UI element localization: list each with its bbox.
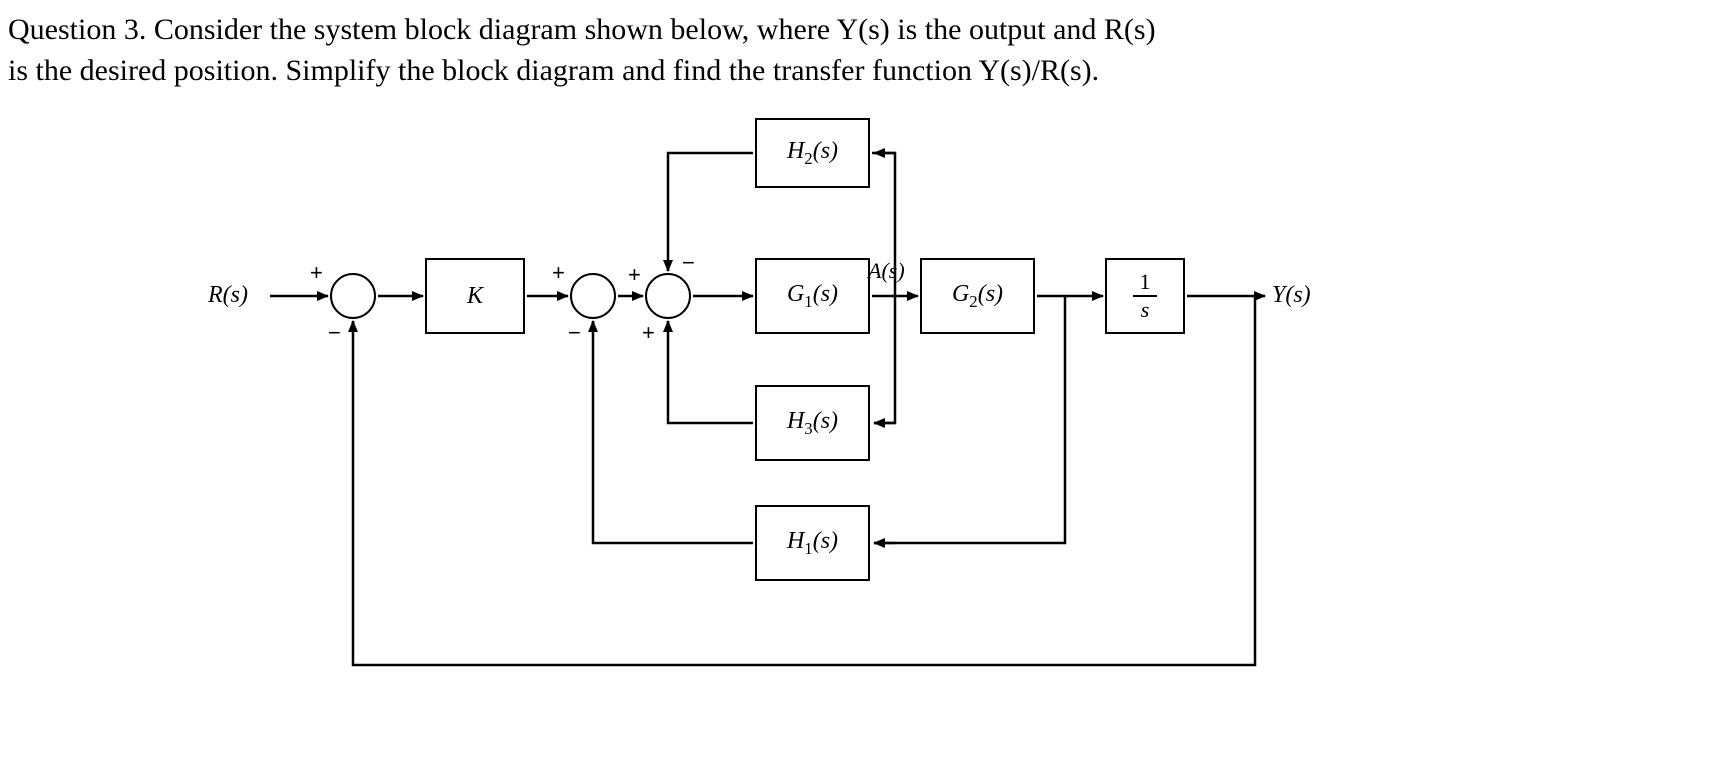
block-h2-label: H2(s) xyxy=(787,138,838,169)
block-k-label: K xyxy=(467,283,483,310)
block-g1: G1(s) xyxy=(755,258,870,334)
block-h2: H2(s) xyxy=(755,118,870,188)
summing-junction-s3 xyxy=(645,273,691,319)
block-k: K xyxy=(425,258,525,334)
summing-junction-s2 xyxy=(570,273,616,319)
block-h1-label: H1(s) xyxy=(787,528,838,559)
sign-s2-minus: − xyxy=(568,320,581,346)
integrator-den: s xyxy=(1137,297,1154,323)
question-text: Question 3. Consider the system block di… xyxy=(8,10,1708,91)
sign-s1-minus: − xyxy=(328,320,341,346)
sign-s3-minus-top: − xyxy=(682,250,695,276)
integrator-num: 1 xyxy=(1136,269,1155,295)
sign-s1-plus: + xyxy=(310,260,323,286)
sign-s3-plus-bottom: + xyxy=(642,320,655,346)
block-g2-label: G2(s) xyxy=(952,281,1003,312)
block-g1-label: G1(s) xyxy=(787,281,838,312)
block-h1: H1(s) xyxy=(755,505,870,581)
block-h3: H3(s) xyxy=(755,385,870,461)
question-line1: Consider the system block diagram shown … xyxy=(154,13,1156,46)
wires-svg xyxy=(200,110,1300,730)
input-label-r: R(s) xyxy=(208,282,248,309)
sign-s2-plus: + xyxy=(552,260,565,286)
sign-s3-plus-left: + xyxy=(628,262,641,288)
summing-junction-s1 xyxy=(330,273,376,319)
block-h3-label: H3(s) xyxy=(787,408,838,439)
question-prefix: Question 3. xyxy=(8,13,154,46)
question-line2: is the desired position. Simplify the bl… xyxy=(8,54,1099,87)
signal-label-a: A(s) xyxy=(868,258,905,284)
output-label-y: Y(s) xyxy=(1272,282,1311,309)
integrator-fraction: 1 s xyxy=(1133,269,1157,323)
block-diagram: + − + − + − + K H2(s) G1(s) G2(s) 1 s H3… xyxy=(200,110,1300,730)
block-integrator: 1 s xyxy=(1105,258,1185,334)
block-g2: G2(s) xyxy=(920,258,1035,334)
